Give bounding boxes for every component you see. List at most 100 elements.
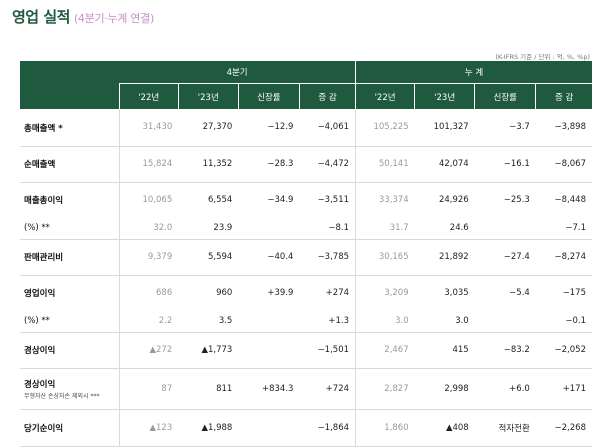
table-cell: 10,065 — [118, 182, 179, 218]
table-cell — [474, 217, 536, 240]
table-cell: 3.0 — [355, 310, 415, 333]
table-cell: 2,827 — [355, 368, 415, 410]
table-cell: 3.5 — [178, 310, 239, 333]
row-label-text: 매출총이익 — [24, 196, 64, 206]
col-header: 증 감 — [535, 83, 592, 109]
table-cell: −16.1 — [474, 146, 536, 183]
table-cell: 24,926 — [438, 195, 469, 205]
table-cell: −2,052 — [535, 332, 592, 369]
table-cell: 960 — [216, 288, 233, 298]
table-row: 매출총이익 10,065 6,554 −34.9 −3,511 33,374 24,926 −… — [20, 182, 592, 218]
page-subtitle: (4분기·누계 연결) — [73, 12, 154, 25]
table-row: 경상이익 ▲272 ▲1,773 −1,501 2,467 415 −83.2 −2,052 — [20, 332, 592, 369]
table-row: 영업이익 686 960 +39.9 +274 3,209 3,035 −5.4 −175 — [20, 275, 592, 311]
row-label: (%) ** — [20, 310, 120, 333]
table-cell: −25.3 — [503, 195, 530, 205]
table-cell: 42,074 — [414, 146, 475, 183]
row-label-text: (%) ** — [24, 223, 50, 233]
table-cell: 9,379 — [118, 239, 179, 276]
table-cell: 3.0 — [414, 310, 475, 333]
table-cell: 15,824 — [118, 146, 179, 183]
results-table: 4분기 누 계 '22년 '23년 신장률 증 감 '22년 '23년 신장률 … — [20, 61, 592, 447]
table-cell: 31.7 — [355, 217, 415, 240]
table-cell — [238, 332, 300, 369]
row-label-text: (%) ** — [24, 316, 50, 326]
row-label: 경상이익 — [20, 332, 120, 369]
row-label-text: 영업이익 — [24, 289, 56, 299]
table-cell: 32.0 — [118, 217, 179, 240]
table-cell: −3,898 — [535, 109, 592, 147]
table-cell: 2.2 — [118, 310, 179, 333]
table-cell: 30,165 — [355, 239, 415, 276]
table-cell: 87 — [118, 368, 179, 410]
table-cell: −3,785 — [299, 239, 356, 276]
row-label: 판매관리비 — [20, 239, 120, 276]
table-cell: 2,998 — [414, 368, 475, 410]
table-cell: −8,067 — [535, 146, 592, 183]
table-cell — [238, 217, 300, 240]
table-cell: 33,374 — [355, 182, 415, 218]
table-row: 경상이익 무형자산 손상차손 제외시 *** 87 811 +834.3 +724 2,82… — [20, 368, 592, 410]
col-header: 신장률 — [237, 83, 300, 109]
title-text: 영업 실적 — [12, 8, 70, 26]
table-cell: +274 — [325, 288, 350, 298]
row-label-note: 무형자산 손상차손 제외시 *** — [24, 392, 100, 400]
col-header: 신장률 — [474, 83, 536, 109]
col-header: '22년 — [118, 83, 179, 109]
row-label: (%) ** — [20, 217, 120, 240]
header-group-cumulative: 누 계 — [355, 61, 592, 84]
table-cell: +1.3 — [299, 310, 356, 333]
row-label: 영업이익 — [20, 275, 119, 311]
table-cell: −4,061 — [299, 109, 356, 147]
table-row: 판매관리비 9,379 5,594 −40.4 −3,785 30,165 21,892 −2… — [20, 239, 592, 276]
table-cell: −3,511 — [317, 195, 350, 205]
table-row: (%) ** 32.0 23.9 −8.1 31.7 24.6 −7.1 — [20, 217, 592, 240]
table-cell — [474, 310, 536, 333]
table-row: 총매출액 * 31,430 27,370 −12.9 −4,061 105,225 101,… — [20, 109, 592, 147]
table-cell: −1,501 — [299, 332, 356, 369]
table-cell: 6,554 — [208, 195, 233, 205]
row-label-text: 순매출액 — [24, 160, 56, 170]
table-cell: 24.6 — [414, 217, 475, 240]
col-header: 증 감 — [298, 83, 356, 109]
row-label: 순매출액 — [20, 146, 120, 183]
table-cell: 5,594 — [178, 239, 239, 276]
row-label-text: 총매출액 * — [24, 123, 63, 134]
table-row: (%) ** 2.2 3.5 +1.3 3.0 3.0 −0.1 — [20, 310, 592, 333]
table-cell: 415 — [414, 332, 475, 369]
unit-note: (K-IFRS 기준 / 단위 : 억, %, %p) — [495, 53, 590, 61]
table-cell: +171 — [535, 368, 592, 410]
table-cell: ▲1,773 — [178, 332, 239, 369]
table-cell: −175 — [562, 288, 586, 298]
col-header: '23년 — [177, 83, 239, 109]
row-label: 매출총이익 — [20, 182, 119, 218]
table-cell: −7.1 — [535, 217, 592, 240]
col-header: '23년 — [414, 83, 475, 109]
table-cell: 27,370 — [178, 109, 239, 147]
table-cell: +834.3 — [238, 368, 300, 410]
table-cell: −4,472 — [299, 146, 356, 183]
table-cell: −27.4 — [474, 239, 536, 276]
table-cell: 3,035 — [444, 288, 469, 298]
table-cell: 3,209 — [355, 275, 415, 311]
table-cell: 50,141 — [355, 146, 415, 183]
table-cell: 2,467 — [355, 332, 415, 369]
row-label-text: 당기순이익 — [24, 423, 64, 434]
table-cell: 31,430 — [118, 109, 179, 147]
row-label-text: 판매관리비 — [24, 253, 64, 263]
table-cell: 811 — [178, 368, 239, 410]
table-cell: ▲272 — [118, 332, 179, 369]
table-cell: −28.3 — [238, 146, 300, 183]
table-cell: −8,448 — [554, 195, 586, 205]
header-group-q4: 4분기 — [119, 61, 356, 84]
table-cell: +724 — [299, 368, 356, 410]
table-cell: 11,352 — [178, 146, 239, 183]
table-cell: −8,274 — [535, 239, 592, 276]
table-cell: −12.9 — [238, 109, 300, 147]
table-cell: 105,225 — [355, 109, 415, 147]
table-cell: 686 — [118, 275, 179, 311]
row-label: 총매출액 * — [20, 109, 120, 147]
row-label-text: 경상이익 — [24, 379, 56, 390]
row-label-text: 경상이익 — [24, 346, 56, 356]
